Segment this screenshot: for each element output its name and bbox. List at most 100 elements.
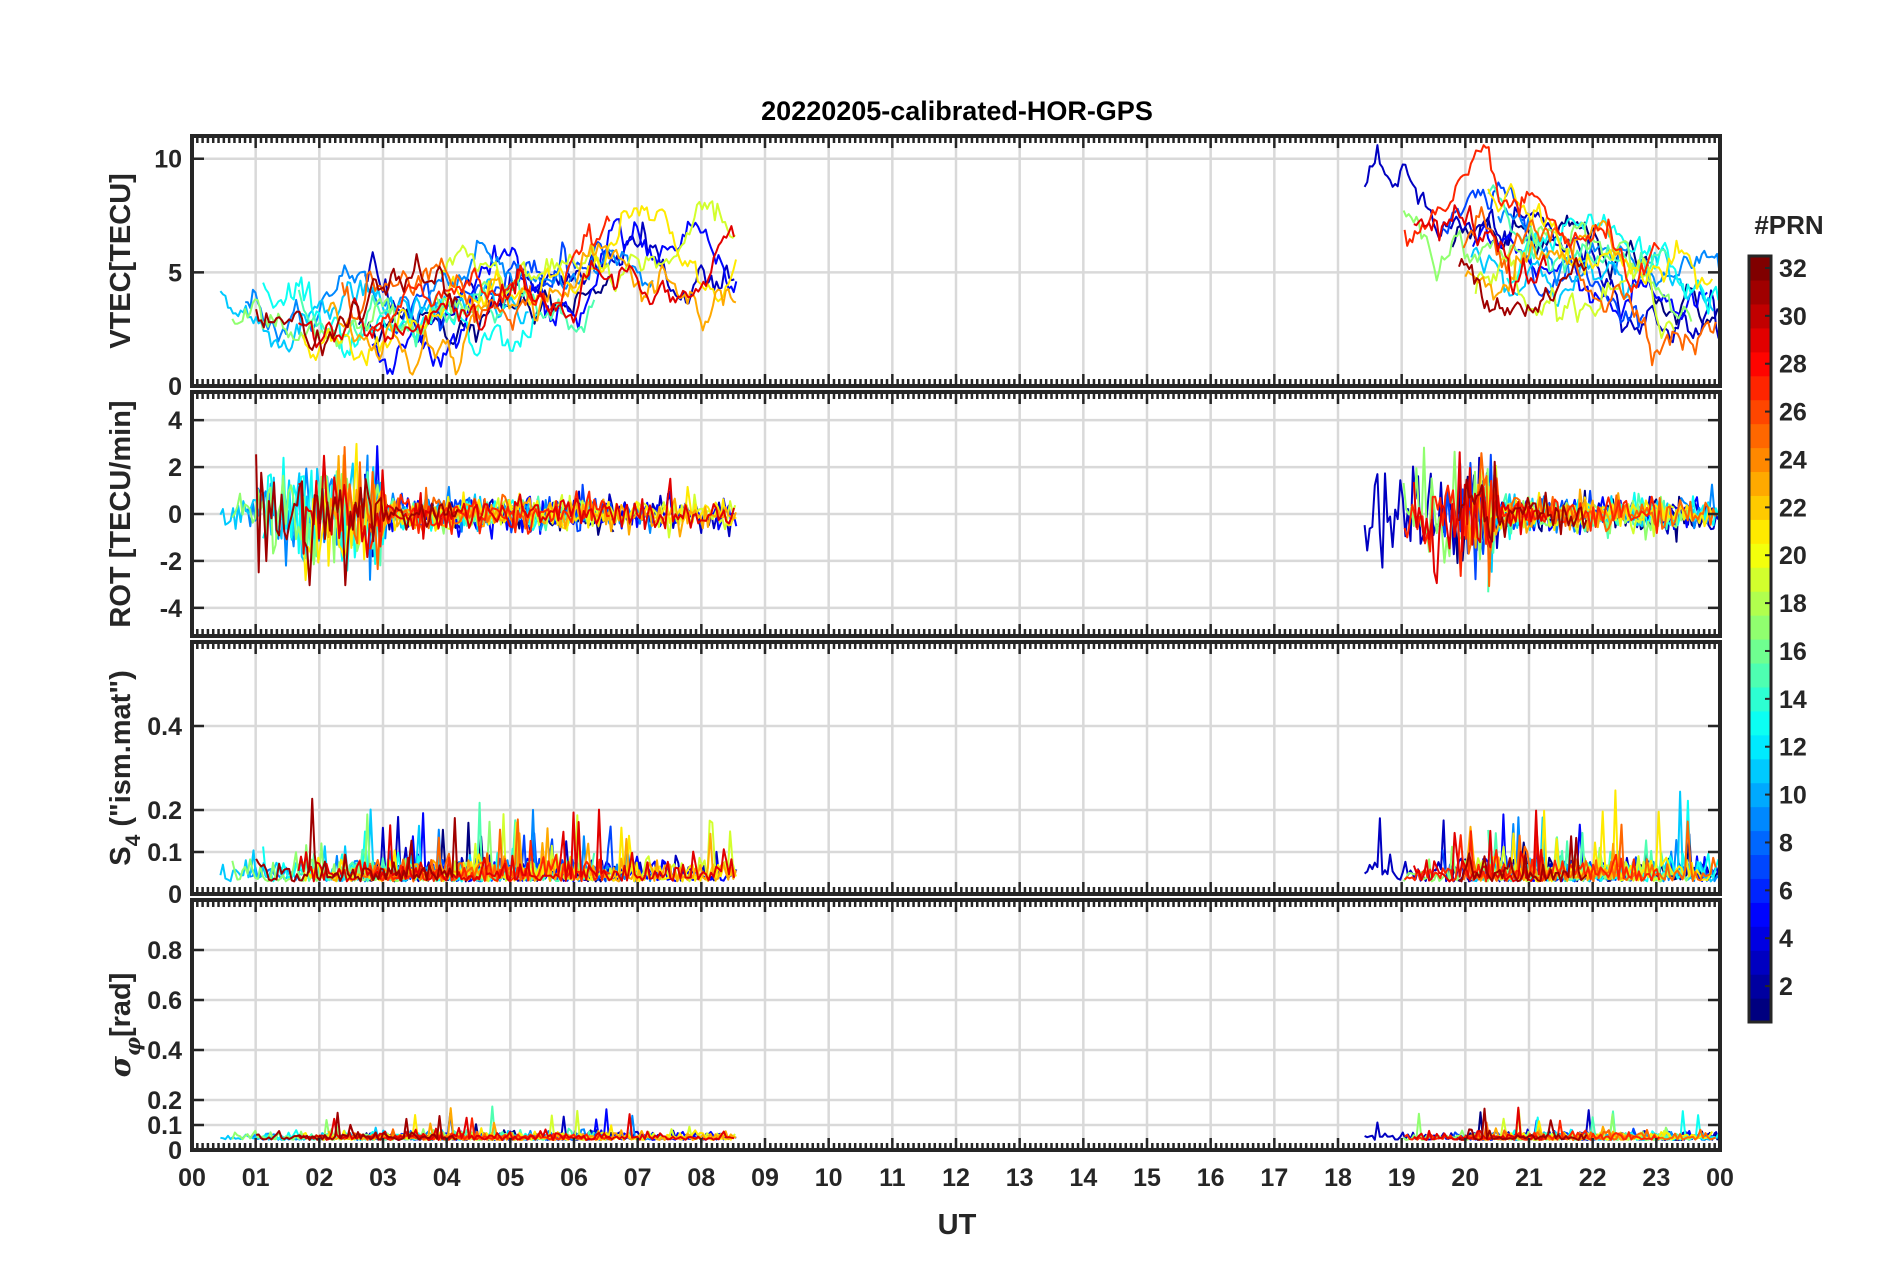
series-prn-15 bbox=[297, 277, 596, 350]
colorbar-band bbox=[1749, 543, 1771, 568]
colorbar-tick-label: 24 bbox=[1779, 446, 1807, 474]
colorbar-band bbox=[1749, 854, 1771, 879]
y-axis-label-vtec: VTEC[TECU] bbox=[105, 173, 137, 349]
x-tick-label: 20 bbox=[1451, 1164, 1479, 1192]
colorbar-band bbox=[1749, 639, 1771, 664]
x-axis: 00 01 02 03 04 05 06 07 08 09 10 11 12 13 14 15 16 17 18 19… bbox=[178, 1164, 1734, 1192]
colorbar-tick-label: 2 bbox=[1779, 973, 1793, 1001]
colorbar-band bbox=[1749, 423, 1771, 449]
colorbar-band bbox=[1749, 902, 1771, 927]
colorbar-band bbox=[1749, 710, 1771, 736]
x-tick-label: 02 bbox=[305, 1164, 333, 1192]
series-prn-11 bbox=[219, 278, 529, 353]
series-prn-21 bbox=[302, 205, 737, 367]
colorbar-band bbox=[1749, 591, 1771, 616]
series-prn-27 bbox=[1403, 479, 1661, 577]
colorbar-band bbox=[1749, 399, 1771, 425]
panel-rot-y-axis: -4 -2 0 2 4 bbox=[160, 407, 1720, 623]
colorbar-band bbox=[1749, 686, 1771, 712]
colorbar-band bbox=[1749, 279, 1771, 305]
colorbar-tick-label: 14 bbox=[1779, 686, 1807, 714]
y-axis-label-rot: ROT [TECU/min] bbox=[105, 400, 137, 627]
y-axis-label-main: S bbox=[105, 846, 137, 865]
y-tick-label: 0.4 bbox=[147, 713, 182, 741]
series-prn-31 bbox=[1458, 460, 1588, 543]
colorbar-band bbox=[1749, 830, 1771, 856]
y-tick-label: 0 bbox=[168, 1137, 182, 1165]
colorbar-band bbox=[1749, 256, 1771, 281]
x-tick-label: 11 bbox=[879, 1164, 906, 1192]
series-prn-13 bbox=[262, 276, 539, 359]
y-axis-label-sub: 4 bbox=[122, 834, 145, 846]
y-tick-label: 0.1 bbox=[147, 839, 182, 867]
x-tick-label: 21 bbox=[1515, 1164, 1543, 1192]
x-tick-label: 00 bbox=[178, 1164, 206, 1192]
colorbar-band bbox=[1749, 974, 1771, 999]
series-prn-31 bbox=[1458, 835, 1588, 883]
y-axis-label-s4: S4 ("ism.mat") bbox=[105, 670, 145, 866]
y-axis-label-main: σ bbox=[103, 1055, 137, 1077]
series-prn-23 bbox=[1464, 219, 1627, 301]
colorbar-band bbox=[1749, 782, 1771, 808]
x-tick-label: 00 bbox=[1706, 1164, 1734, 1192]
y-tick-label: 10 bbox=[154, 146, 182, 174]
colorbar-band bbox=[1749, 327, 1771, 353]
x-tick-label: 10 bbox=[815, 1164, 843, 1192]
y-tick-label: 0.2 bbox=[147, 1087, 182, 1115]
panel-s4-grid bbox=[192, 642, 1720, 894]
series-prn-25 bbox=[341, 257, 532, 331]
series-prn-31 bbox=[1458, 257, 1588, 317]
panel-rot-series bbox=[219, 442, 1720, 593]
series-prn-29 bbox=[298, 225, 735, 349]
x-tick-label: 04 bbox=[433, 1164, 461, 1192]
panel-sigma_phi-series bbox=[220, 1105, 1720, 1141]
colorbar-band bbox=[1749, 375, 1771, 401]
panel-vtec-y-axis: 0 5 10 bbox=[154, 146, 1720, 401]
panel-s4: 00.10.20.4S4 ("ism.mat") bbox=[105, 640, 1722, 909]
series-prn-13 bbox=[1506, 213, 1720, 315]
series-prn-29 bbox=[298, 454, 735, 559]
series-prn-31 bbox=[255, 1111, 458, 1141]
x-tick-label: 13 bbox=[1006, 1164, 1034, 1192]
y-tick-label: 0.6 bbox=[147, 987, 182, 1015]
colorbar-band bbox=[1749, 471, 1771, 496]
panel-vtec-series bbox=[219, 144, 1720, 376]
y-tick-label: 0 bbox=[168, 881, 182, 909]
y-tick-label: 0 bbox=[168, 373, 182, 401]
x-tick-label: 23 bbox=[1642, 1164, 1670, 1192]
series-prn-31 bbox=[255, 454, 459, 587]
y-tick-label: 0.4 bbox=[147, 1037, 182, 1065]
series-prn-25 bbox=[1463, 1121, 1717, 1141]
x-axis-label: UT bbox=[938, 1209, 977, 1241]
x-tick-label: 07 bbox=[624, 1164, 652, 1192]
colorbar-tick-label: 8 bbox=[1779, 829, 1793, 857]
colorbar-tick-label: 4 bbox=[1779, 925, 1793, 953]
colorbar-band bbox=[1749, 950, 1771, 975]
x-tick-label: 22 bbox=[1579, 1164, 1607, 1192]
colorbar-tick-label: 16 bbox=[1779, 638, 1807, 666]
x-tick-label: 08 bbox=[687, 1164, 715, 1192]
colorbar-tick-label: 12 bbox=[1779, 734, 1807, 762]
colorbar-band bbox=[1749, 447, 1771, 473]
panel-rot-x-ticks bbox=[190, 392, 1722, 636]
panel-vtec-x-ticks bbox=[190, 136, 1722, 386]
series-prn-27 bbox=[1403, 830, 1661, 883]
panel-sigma_phi-y-axis: 00.10.2 0.4 0.6 0.8 bbox=[147, 937, 1720, 1165]
colorbar-tick-label: 32 bbox=[1779, 255, 1807, 283]
series-prn-5 bbox=[371, 218, 738, 375]
x-tick-label: 09 bbox=[751, 1164, 779, 1192]
series-prn-25 bbox=[1462, 206, 1717, 367]
series-prn-31 bbox=[255, 253, 459, 357]
series-prn-27 bbox=[1403, 144, 1661, 293]
colorbar-band bbox=[1749, 806, 1771, 832]
colorbar-tick-label: 20 bbox=[1779, 542, 1807, 570]
series-prn-29 bbox=[297, 1113, 735, 1141]
y-axis-label-rest: ("ism.mat") bbox=[105, 670, 137, 834]
colorbar-band bbox=[1749, 519, 1771, 544]
colorbar-tick-label: 10 bbox=[1779, 782, 1807, 810]
y-tick-label: -4 bbox=[160, 595, 182, 623]
y-tick-label: 0.1 bbox=[147, 1112, 182, 1140]
y-tick-label: 0.8 bbox=[147, 937, 182, 965]
x-tick-label: 17 bbox=[1260, 1164, 1288, 1192]
